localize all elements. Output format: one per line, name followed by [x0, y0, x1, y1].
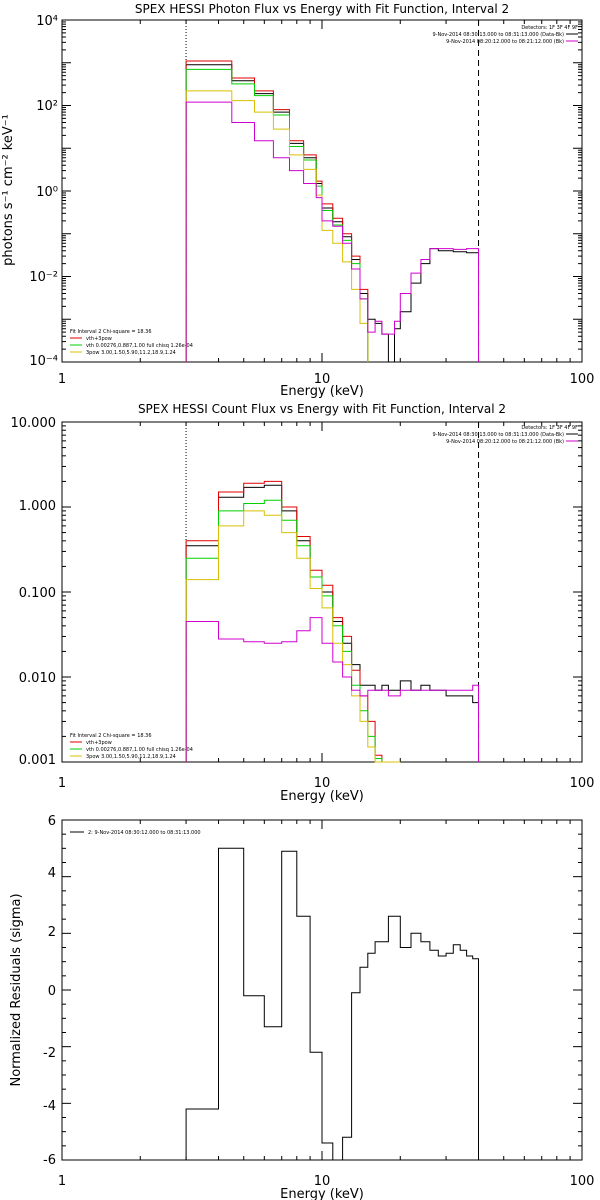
resid-ytick-2: 2: [48, 925, 56, 940]
count-ytick-0.001: 0.001: [19, 753, 56, 768]
photon-legend-fit: Fit Interval 2 Chi-square = 18.36 vth+3p…: [70, 329, 193, 356]
photon-ytick-1e0: 10⁰: [36, 185, 58, 200]
photon-fit-vth: vth 0.00276,0.887,1.00 full chisq 1.26e-…: [86, 343, 193, 349]
resid-legend-entry: 2: 9-Nov-2014 08:30:12.000 to 08:31:13.0…: [88, 830, 201, 836]
resid-ytick-m4: -4: [43, 1099, 56, 1114]
photon-ytick-1e-4: 10⁻⁴: [29, 354, 58, 369]
count-fit-total: vth+3pow: [86, 740, 112, 746]
photon-legend-detectors: Detectors: 1F 3F 4F 9F: [521, 25, 578, 31]
photon-ytick-1e2: 10²: [36, 99, 58, 114]
photon-xtick-100: 100: [570, 372, 595, 387]
count-legend-bk-entry: 9-Nov-2014 08:20:12.000 to 08:21:12.000 …: [446, 439, 564, 445]
resid-xtick-100: 100: [570, 1174, 595, 1189]
count-xlabel: Energy (keV): [280, 789, 364, 804]
photon-ytick-1e4: 10⁴: [36, 14, 58, 29]
photon-xtick-1: 1: [58, 372, 66, 387]
photon-series-1: [185, 60, 369, 362]
count-series-4: [185, 617, 479, 762]
photon-legend-bk-entry: 9-Nov-2014 08:20:12.000 to 08:21:12.000 …: [446, 39, 564, 45]
count-title: SPEX HESSI Count Flux vs Energy with Fit…: [138, 402, 506, 416]
photon-fit-header: Fit Interval 2 Chi-square = 18.36: [70, 329, 152, 335]
photon-ylabel: photons s⁻¹ cm⁻² keV⁻¹: [1, 114, 16, 266]
resid-ytick-m6: -6: [43, 1153, 56, 1168]
photon-series-3: [185, 90, 369, 362]
resid-xtick-10: 10: [314, 1174, 331, 1189]
count-legend-detectors: Detectors: 1F 3F 4F 9F: [521, 425, 578, 431]
count-series-1: [185, 480, 401, 763]
photon-flux-panel: SPEX HESSI Photon Flux vs Energy with Fi…: [1, 2, 594, 399]
resid-ytick-m2: -2: [43, 1046, 56, 1061]
count-fit-vth: vth 0.00276,0.887,1.00 full chisq 1.26e-…: [86, 747, 193, 753]
count-fit-header: Fit Interval 2 Chi-square = 18.36: [70, 733, 152, 739]
count-xtick-100: 100: [570, 776, 595, 791]
count-xtick-1: 1: [58, 776, 66, 791]
resid-xlabel: Energy (keV): [280, 1187, 364, 1200]
photon-series-2: [185, 68, 369, 362]
photon-title: SPEX HESSI Photon Flux vs Energy with Fi…: [135, 2, 509, 16]
photon-legend-topright: Detectors: 1F 3F 4F 9F 9-Nov-2014 08:30:…: [433, 25, 579, 45]
count-ytick-0.100: 0.100: [19, 586, 56, 601]
resid-series-0: [185, 847, 479, 1161]
photon-legend-data-entry: 9-Nov-2014 08:30:13.000 to 08:31:13.000 …: [433, 32, 565, 38]
photon-xtick-10: 10: [314, 372, 331, 387]
count-legend-fit: Fit Interval 2 Chi-square = 18.36 vth+3p…: [70, 733, 193, 760]
photon-fit-total: vth+3pow: [86, 336, 112, 342]
photon-ytick-1e-2: 10⁻²: [29, 270, 58, 285]
resid-xtick-1: 1: [58, 1174, 66, 1189]
resid-ylabel: Normalized Residuals (sigma): [9, 893, 24, 1086]
photon-fit-3pow: 3pow 3.00,1.50,5.90,11.2,18.9,1.24: [86, 350, 176, 356]
resid-ytick-0: 0: [48, 984, 56, 999]
resid-ytick-4: 4: [48, 866, 56, 881]
residuals-panel: Energy (keV) Normalized Residuals (sigma…: [9, 814, 594, 1200]
count-ytick-1.000: 1.000: [19, 499, 56, 514]
count-ytick-0.010: 0.010: [19, 671, 56, 686]
photon-series-4: [185, 101, 479, 362]
count-series-3: [185, 510, 401, 763]
photon-xlabel: Energy (keV): [280, 384, 364, 399]
resid-legend: 2: 9-Nov-2014 08:30:12.000 to 08:31:13.0…: [70, 830, 201, 836]
count-ytick-10.000: 10.000: [11, 416, 57, 431]
count-flux-panel: SPEX HESSI Count Flux vs Energy with Fit…: [11, 402, 595, 804]
resid-ytick-6: 6: [48, 814, 56, 829]
count-fit-3pow: 3pow 3.00,1.50,5.90,11.2,18.9,1.24: [86, 754, 176, 760]
count-legend-data-entry: 9-Nov-2014 08:30:13.000 to 08:31:13.000 …: [433, 432, 565, 438]
count-series-2: [185, 499, 401, 763]
count-xtick-10: 10: [314, 776, 331, 791]
count-legend-topright: Detectors: 1F 3F 4F 9F 9-Nov-2014 08:30:…: [433, 425, 579, 445]
